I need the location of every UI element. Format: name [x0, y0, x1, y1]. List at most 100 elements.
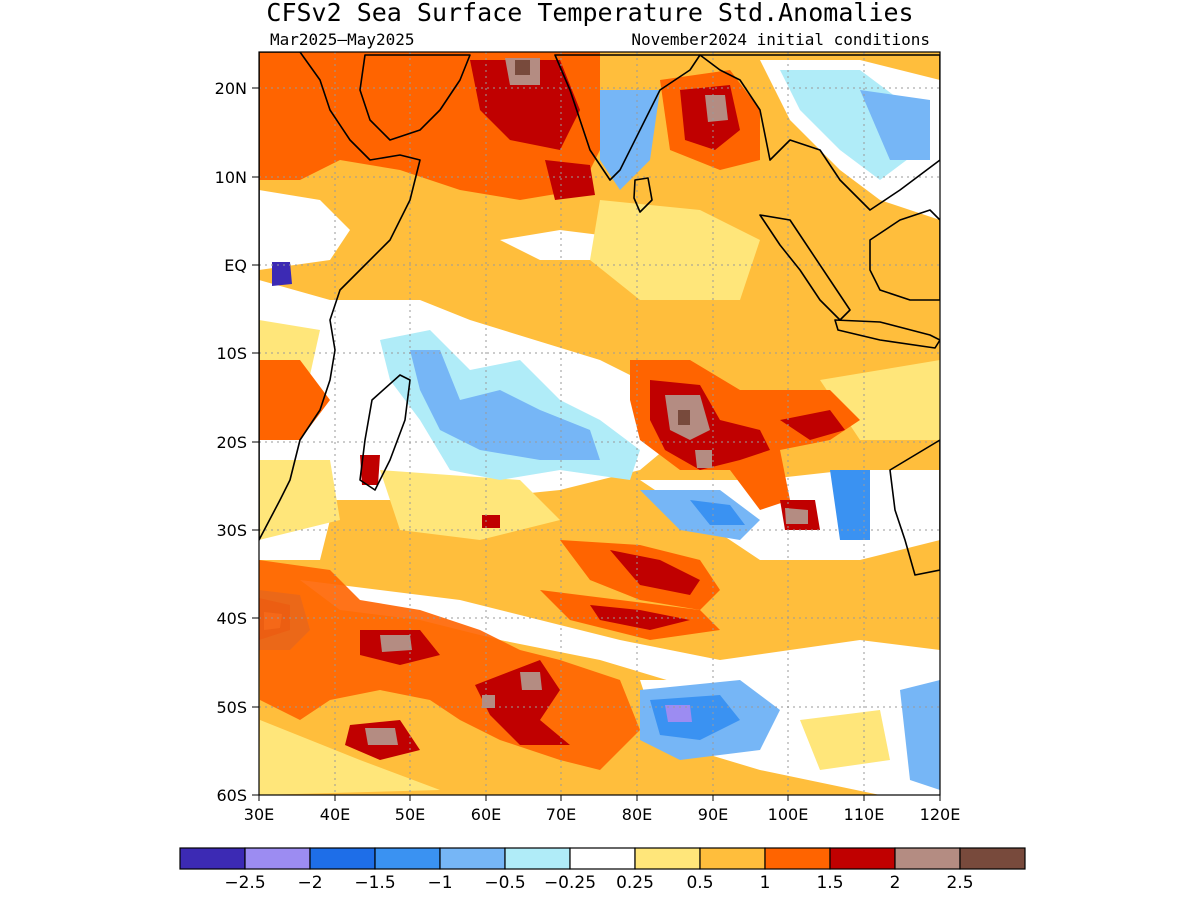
lon-tick-label: 80E: [622, 805, 652, 824]
anomaly-map: [259, 52, 940, 795]
colorbar-swatch: [439, 847, 506, 870]
extreme-warm-region: [365, 728, 398, 745]
cool-region: [900, 680, 940, 790]
weak-warm-region: [590, 200, 760, 300]
strong-cool-region: [830, 470, 870, 540]
lon-tick-label: 60E: [471, 805, 501, 824]
lon-tick-label: 110E: [844, 805, 885, 824]
australia-landmass: [889, 439, 940, 576]
extreme-warm-region: [520, 672, 542, 690]
lat-tick-label: EQ: [224, 256, 247, 275]
cool-region: [600, 90, 660, 190]
very-strong-warm-region: [360, 455, 380, 485]
colorbar-label: −1: [427, 873, 452, 893]
lon-tick-label: 70E: [546, 805, 576, 824]
africa-landmass: [259, 52, 421, 541]
colorbar-label: 1: [760, 873, 771, 893]
strong-warm-region: [259, 560, 640, 770]
very-strong-cool-region: [272, 262, 292, 286]
strong-warm-region: [259, 360, 330, 440]
lat-tick-label: 20S: [216, 433, 247, 452]
longitude-axis: 30E 40E 50E 60E 70E 80E 90E 100E 110E 12…: [244, 795, 961, 824]
very-strong-warm-region: [590, 605, 690, 630]
java: [834, 319, 940, 349]
colorbar-swatch: [504, 847, 571, 870]
cool-region: [410, 350, 600, 460]
southeast-asia-landmass: [699, 54, 940, 211]
map-gridlines: [259, 52, 940, 795]
extreme-warm-region: [705, 95, 728, 122]
lon-tick-label: 30E: [244, 805, 274, 824]
colorbar-swatch: [699, 847, 766, 870]
weak-warm-region: [800, 710, 890, 770]
strong-cool-region: [690, 500, 745, 525]
cool-region: [860, 90, 930, 160]
colorbar-swatch: [179, 847, 246, 870]
extreme-warm-region: [695, 450, 712, 468]
colorbar-label: −0.5: [484, 873, 525, 893]
madagascar: [359, 374, 411, 491]
colorbar-swatch: [309, 847, 376, 870]
very-strong-warm-region: [470, 60, 580, 150]
colorbar-swatch: [894, 847, 961, 870]
figure-title: CFSv2 Sea Surface Temperature Std.Anomal…: [266, 0, 913, 27]
map-frame: [258, 51, 941, 796]
extreme-warm-core: [515, 60, 530, 75]
colorbar-label: −2.5: [224, 873, 265, 893]
weak-warm-region: [380, 470, 560, 540]
colorbar-swatch: [374, 847, 441, 870]
neutral-region: [259, 190, 350, 270]
very-strong-warm-region: [475, 660, 570, 745]
colorbar: −2.5 −2 −1.5 −1 −0.5 −0.25 0.25 0.5 1 1.5 2 2.5: [179, 847, 1026, 893]
colorbar-label: 0.25: [616, 873, 654, 893]
very-strong-warm-region: [482, 515, 500, 528]
weak-warm-region: [259, 460, 340, 540]
lat-tick-label: 50S: [216, 698, 247, 717]
coastlines: [259, 52, 940, 576]
colorbar-swatch: [634, 847, 701, 870]
latitude-axis: 20N 10N EQ 10S 20S 30S 40S 50S 60S: [215, 79, 259, 805]
very-strong-cool-region: [665, 705, 692, 722]
lon-tick-label: 120E: [920, 805, 961, 824]
colorbar-label: 2: [890, 873, 901, 893]
lat-tick-label: 60S: [216, 786, 247, 805]
extreme-warm-core: [678, 410, 690, 425]
colorbar-swatch: [829, 847, 896, 870]
sri-lanka: [633, 177, 653, 213]
lat-tick-label: 10N: [215, 168, 247, 187]
very-strong-warm-region: [780, 410, 845, 440]
lon-tick-label: 90E: [698, 805, 728, 824]
initial-conditions-label: November2024 initial conditions: [631, 30, 930, 49]
arabia-landmass: [359, 54, 471, 141]
lat-tick-label: 40S: [216, 609, 247, 628]
colorbar-label: 1.5: [816, 873, 843, 893]
lat-tick-label: 20N: [215, 79, 247, 98]
colorbar-label: 0.5: [686, 873, 713, 893]
very-strong-warm-region: [610, 550, 700, 595]
borneo: [869, 209, 940, 301]
colorbar-label: 2.5: [946, 873, 973, 893]
extreme-warm-region: [482, 695, 495, 708]
cool-region: [640, 490, 760, 540]
weak-warm-region: [259, 720, 440, 795]
lat-tick-label: 30S: [216, 521, 247, 540]
forecast-period: Mar2025–May2025: [270, 30, 415, 49]
very-strong-warm-region: [545, 160, 595, 200]
colorbar-label: −1.5: [354, 873, 395, 893]
colorbar-swatch: [569, 847, 636, 870]
neutral-region: [300, 580, 940, 700]
lon-tick-label: 40E: [320, 805, 350, 824]
lon-tick-label: 100E: [768, 805, 809, 824]
sumatra: [759, 214, 851, 321]
lon-tick-label: 50E: [395, 805, 425, 824]
extreme-warm-region: [380, 635, 412, 652]
lat-tick-label: 10S: [216, 344, 247, 363]
colorbar-swatch: [244, 847, 311, 870]
colorbar-swatch: [764, 847, 831, 870]
india-landmass: [554, 54, 701, 181]
extreme-warm-region: [785, 508, 808, 524]
colorbar-swatch: [959, 847, 1026, 870]
colorbar-label: −0.25: [544, 873, 596, 893]
colorbar-label: −2: [297, 873, 322, 893]
